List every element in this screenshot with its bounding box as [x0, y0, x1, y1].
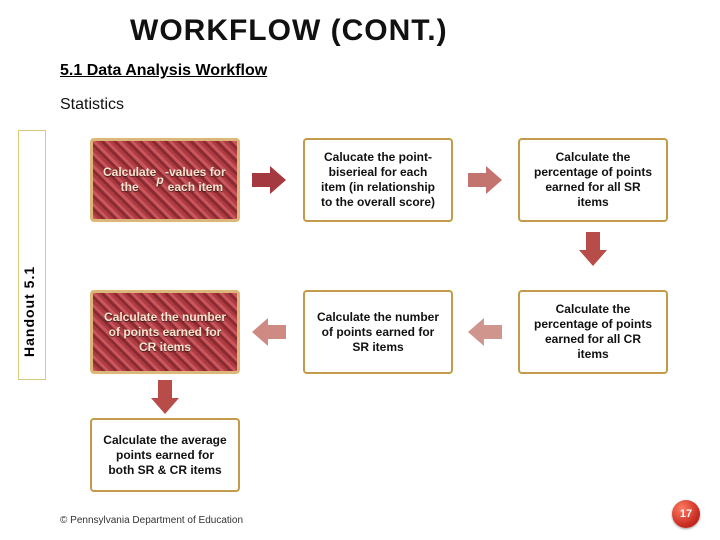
flow-node: Calculate the p-values for each item [90, 138, 240, 222]
slide: WORKFLOW (CONT.) 5.1 Data Analysis Workf… [0, 0, 720, 540]
section-subtitle: Statistics [60, 96, 124, 114]
flow-arrow-down-icon [151, 380, 179, 414]
flow-node: Calculate the percentage of points earne… [518, 290, 668, 374]
flow-node: Calucate the point-biserieal for each it… [303, 138, 453, 222]
copyright-footer: © Pennsylvania Department of Education [60, 515, 243, 526]
flow-arrow-right-icon [468, 166, 502, 194]
flow-arrow-left-icon [252, 318, 286, 346]
flow-arrow-right-icon [252, 166, 286, 194]
page-number-badge: 17 [672, 500, 700, 528]
flow-node: Calculate the number of points earned fo… [90, 290, 240, 374]
section-heading: 5.1 Data Analysis Workflow [60, 62, 267, 80]
flow-node: Calculate the number of points earned fo… [303, 290, 453, 374]
flow-node: Calculate the percentage of points earne… [518, 138, 668, 222]
flow-arrow-left-icon [468, 318, 502, 346]
flow-arrow-down-icon [579, 232, 607, 266]
flow-node: Calculate the average points earned for … [90, 418, 240, 492]
handout-label: Handout 5.1 [21, 266, 37, 357]
slide-title: WORKFLOW (CONT.) [130, 14, 448, 48]
